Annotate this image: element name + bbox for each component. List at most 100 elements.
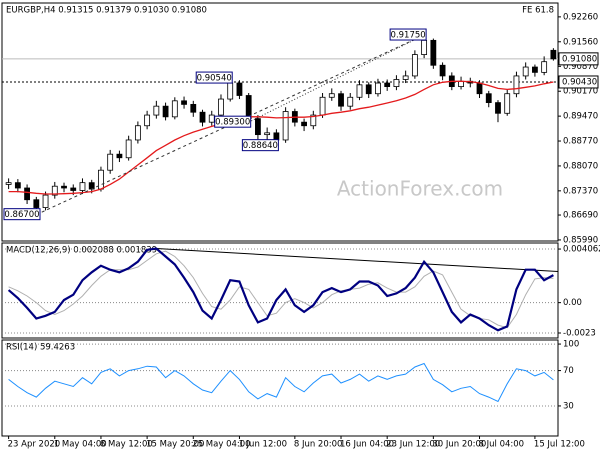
- x-tick-label: 1 Jun 12:00: [238, 440, 287, 450]
- y-tick-label: 0.92260: [563, 12, 598, 22]
- y-tick-label: 0.88770: [563, 137, 598, 147]
- candle-body: [199, 111, 206, 123]
- candle-body: [227, 82, 234, 100]
- candle-body: [190, 103, 197, 113]
- x-tick-label: 8 May 12:00: [100, 440, 153, 450]
- y-tick-label: 0.90170: [563, 87, 598, 97]
- y-tick-label: 100: [563, 340, 579, 350]
- signal-line: [8, 250, 554, 329]
- x-tick-label: 8 Jun 20:00: [294, 440, 343, 450]
- candle-body: [181, 100, 187, 105]
- x-tick-label: 8 Jul 04:00: [479, 440, 525, 450]
- candle-body: [541, 61, 548, 73]
- candle-body: [264, 132, 271, 136]
- price-box: [558, 52, 599, 66]
- candle-body: [162, 105, 169, 118]
- price-box: [558, 75, 599, 89]
- candle-body: [171, 100, 178, 118]
- annotation-box: [195, 71, 233, 84]
- panel: [1, 339, 559, 437]
- y-tick-label: 0.87370: [563, 186, 598, 196]
- x-tick-label: 1 May 04:00: [54, 440, 107, 450]
- candle-body: [144, 114, 151, 127]
- annotation-label: 0.90540: [197, 74, 232, 84]
- candle-body: [485, 93, 492, 104]
- trend-line: [36, 34, 425, 216]
- candle-body: [522, 66, 529, 77]
- trend-line: [156, 248, 559, 272]
- candle-body: [513, 75, 520, 95]
- x-tick-label: 23 Jun 12:00: [386, 440, 440, 450]
- candle-body: [550, 49, 557, 60]
- candle-body: [79, 182, 86, 191]
- candle-body: [42, 194, 49, 208]
- y-tick-label: 0.86690: [563, 211, 598, 221]
- corner-label: FE 61.8: [522, 6, 554, 16]
- candle-body: [218, 98, 224, 116]
- candle-body: [310, 114, 317, 127]
- candle-body: [236, 82, 243, 96]
- panel: [1, 242, 559, 339]
- watermark: ActionForex.com: [337, 177, 503, 201]
- candle-body: [153, 105, 160, 116]
- rsi-line: [8, 362, 554, 403]
- candle-body: [356, 84, 363, 98]
- candle-body: [88, 182, 95, 190]
- moving-average: [8, 80, 554, 195]
- candle-body: [282, 111, 289, 141]
- x-tick-label: 23 Apr 2020: [8, 440, 61, 450]
- annotation-box: [241, 139, 279, 152]
- candle-body: [384, 82, 391, 88]
- candle-body: [504, 93, 511, 114]
- candle-body: [338, 93, 344, 107]
- y-tick-label: 0.89470: [563, 112, 598, 122]
- panel-title: RSI(14) 59.4263: [6, 343, 75, 353]
- panel-title: EURGBP,H4 0.91315 0.91379 0.91030 0.9108…: [6, 6, 207, 16]
- annotation-box: [3, 208, 41, 221]
- candle-body: [411, 54, 418, 77]
- y-tick-label: 0.88070: [563, 161, 598, 171]
- x-tick-label: 15 May 20:00: [146, 440, 204, 450]
- panel-title: MACD(12,26,9) 0.002088 0.001839: [6, 246, 157, 256]
- x-tick-label: 16 Jun 04:00: [340, 440, 394, 450]
- y-tick-label: -0.0023: [563, 328, 596, 338]
- candle-body: [375, 82, 381, 95]
- candle-body: [476, 82, 483, 95]
- candle-body: [273, 132, 280, 141]
- candle-body: [33, 199, 40, 208]
- panel: [1, 2, 559, 242]
- candle-body: [70, 187, 77, 191]
- annotation-label: 0.91750: [391, 31, 426, 41]
- candle-body: [532, 66, 538, 73]
- candle-body: [458, 80, 464, 88]
- candle-body: [61, 185, 67, 189]
- x-tick-label: 30 Jun 20:00: [432, 440, 486, 450]
- annotation-label: 0.86700: [4, 210, 39, 220]
- y-tick-label: 0.85990: [563, 235, 598, 245]
- y-tick-label: 0.90870: [563, 62, 598, 72]
- candle-body: [393, 79, 400, 88]
- candle-body: [347, 96, 354, 107]
- y-tick-label: 0.91560: [563, 37, 598, 47]
- annotation-box: [214, 115, 252, 128]
- candle-body: [134, 125, 141, 141]
- candle-body: [439, 64, 446, 77]
- candle-body: [14, 182, 21, 189]
- macd-line: [7, 247, 554, 332]
- candle-body: [24, 187, 30, 201]
- candle-body: [255, 118, 261, 136]
- x-tick-label: 25 May 04:00: [192, 440, 250, 450]
- candle-body: [402, 75, 409, 80]
- candle-body: [116, 153, 123, 159]
- x-tick-label: 15 Jul 12:00: [534, 440, 585, 450]
- candle-body: [430, 39, 437, 66]
- candle-body: [208, 114, 215, 123]
- candle-body: [319, 96, 326, 116]
- candle-body: [125, 139, 132, 159]
- candle-body: [301, 121, 307, 127]
- annotation-label: 0.88640: [243, 141, 278, 151]
- annotation-label: 0.89300: [215, 118, 250, 128]
- y-tick-label: 70: [563, 366, 574, 376]
